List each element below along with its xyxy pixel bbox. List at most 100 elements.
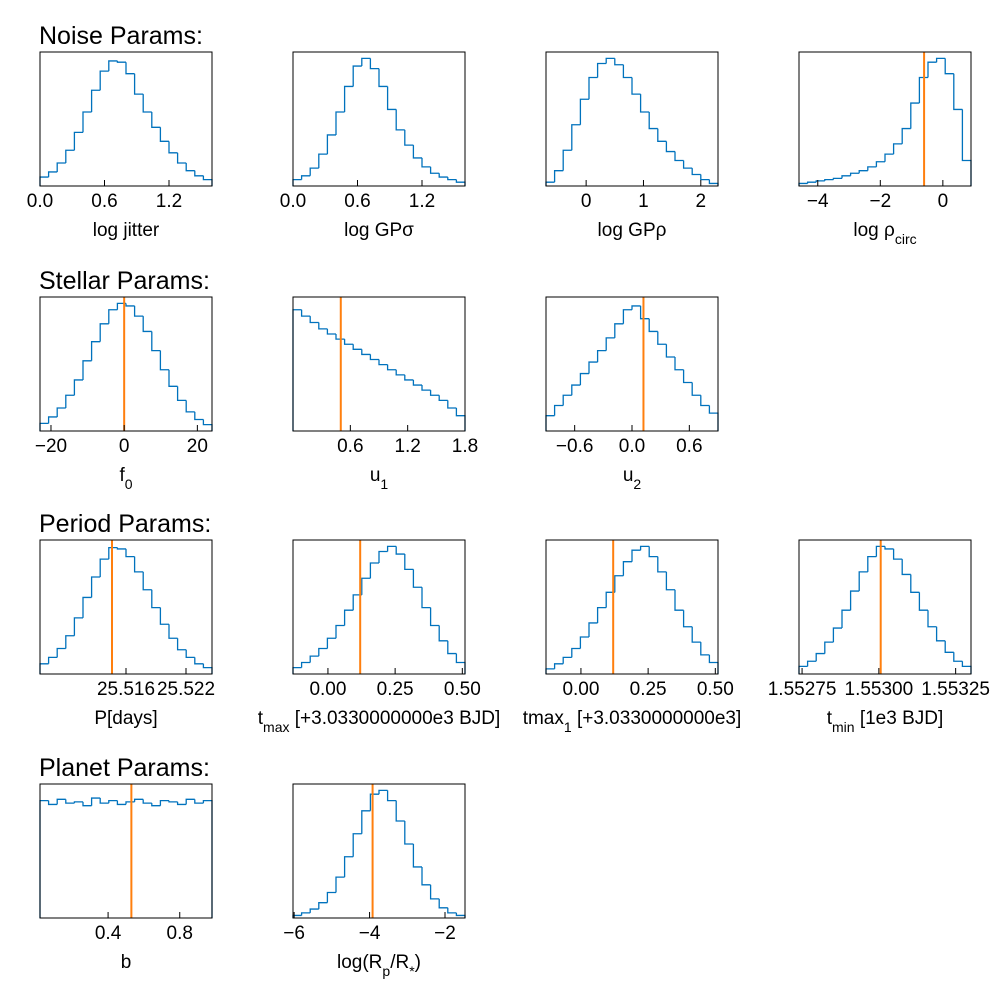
panel: −0.6 0.0 0.6 u2: [545, 296, 719, 492]
histogram-step: [455, 653, 466, 674]
histogram-step: [665, 344, 675, 358]
histogram-step: [133, 556, 144, 573]
histogram-step: [151, 111, 161, 128]
histogram-step: [369, 562, 379, 579]
histogram-step: [361, 577, 371, 595]
axes-frame: [545, 296, 719, 432]
histogram-step: [579, 636, 589, 649]
histogram-step: [841, 175, 851, 179]
histogram-step: [90, 89, 101, 112]
histogram-step: [961, 109, 972, 186]
label-part: log ρ: [853, 220, 895, 241]
histogram-step: [309, 655, 319, 663]
label-part: t: [827, 708, 833, 729]
x-tick-label: 0.25: [377, 679, 414, 700]
histogram-step: [953, 73, 963, 111]
histogram-step: [682, 369, 693, 384]
histogram-step: [99, 323, 109, 342]
histogram-step: [404, 554, 414, 571]
label-subscript: 1: [380, 476, 388, 492]
histogram-step: [65, 635, 75, 649]
histogram-step: [168, 624, 178, 639]
histogram-step: [421, 385, 431, 391]
histogram-step: [395, 800, 405, 822]
section-title: Noise Params:: [39, 22, 203, 50]
x-tick-label: 0.6: [344, 191, 370, 212]
label-part: tmax: [523, 708, 565, 729]
histogram-step: [194, 170, 204, 177]
histogram-step: [99, 798, 109, 804]
histogram-step: [133, 798, 144, 802]
histogram-step: [447, 177, 457, 181]
panel: 0 1 2 log GPρ: [545, 51, 719, 241]
histogram-step: [65, 799, 75, 804]
histogram-step: [378, 550, 388, 563]
histogram-step: [944, 640, 954, 653]
histogram-step: [421, 157, 431, 168]
histogram-step: [202, 419, 213, 431]
histogram-step: [159, 127, 169, 142]
histogram-step: [300, 912, 311, 916]
histogram-step: [309, 316, 319, 324]
histogram-step: [108, 309, 118, 324]
histogram-step: [65, 394, 75, 409]
histogram-step: [82, 111, 92, 133]
histogram-step: [343, 85, 354, 112]
histogram-step: [99, 70, 109, 91]
x-tick-label: 25.516: [97, 679, 155, 700]
histogram-step: [682, 160, 693, 169]
histogram-step: [614, 58, 624, 66]
axes-frame: [292, 51, 466, 187]
histogram-step: [605, 337, 615, 351]
x-tick-label: −0.6: [556, 436, 594, 457]
histogram-step: [867, 555, 877, 572]
section-title: Stellar Params:: [39, 267, 210, 295]
histogram-step: [815, 180, 825, 183]
histogram-step: [700, 642, 710, 656]
histogram-step: [326, 637, 336, 649]
histogram-step: [935, 57, 946, 63]
histogram-step: [553, 170, 564, 183]
x-tick-label: 0.4: [95, 923, 122, 944]
histogram-step: [168, 369, 178, 387]
x-axis-label: log(Rp/R*): [337, 952, 421, 979]
histogram-step: [571, 384, 581, 396]
histogram-step: [176, 638, 187, 651]
histogram-step: [73, 617, 83, 636]
histogram-step: [352, 594, 362, 611]
histogram-step: [596, 349, 607, 363]
histogram-step: [588, 622, 598, 637]
histogram-step: [194, 657, 204, 665]
histogram-step: [386, 545, 397, 552]
histogram-step: [82, 801, 92, 807]
x-axis-label: log GPσ: [344, 220, 414, 241]
histogram-step: [292, 309, 302, 431]
histogram-step: [832, 177, 842, 180]
histogram-step: [151, 331, 161, 352]
histogram-step: [841, 609, 851, 629]
histogram-step: [65, 149, 75, 164]
histogram-step: [918, 592, 928, 611]
x-tick-label: 0.50: [697, 679, 734, 700]
histogram-step: [378, 359, 388, 366]
label-part: u: [623, 465, 634, 486]
histogram-step: [438, 173, 448, 178]
histogram-step: [657, 128, 667, 142]
label-subscript: 1: [564, 719, 572, 735]
histogram-step: [386, 86, 397, 111]
histogram-step: [824, 641, 834, 654]
histogram-step: [708, 405, 719, 431]
histogram-step: [935, 626, 946, 642]
histogram-step: [73, 379, 83, 396]
histogram-step: [369, 354, 379, 361]
histogram-step: [185, 163, 195, 172]
histogram-step: [133, 73, 144, 95]
histogram-step: [665, 141, 675, 153]
axes-frame: [292, 296, 466, 432]
histogram-step: [56, 647, 66, 658]
label-part: u: [370, 465, 381, 486]
histogram-step: [605, 57, 615, 64]
histogram-step: [159, 799, 169, 806]
histogram-step: [901, 127, 911, 144]
